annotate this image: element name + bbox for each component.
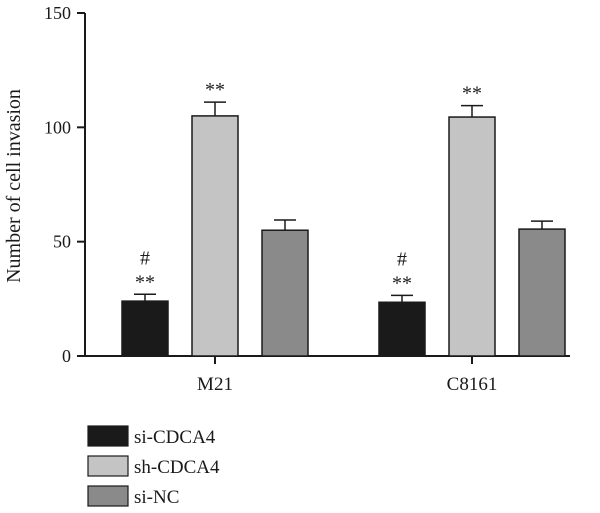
y-tick-label: 100	[44, 117, 71, 137]
bar	[121, 300, 169, 357]
legend-swatch	[87, 485, 129, 507]
y-axis-label: Number of cell invasion	[3, 89, 25, 283]
bar	[261, 229, 309, 357]
legend-label: si-CDCA4	[134, 427, 216, 448]
legend-swatch	[87, 455, 129, 477]
significance-label: #	[397, 248, 407, 270]
bar	[191, 115, 239, 357]
x-tick-label: M21	[197, 374, 233, 395]
significance-label: **	[205, 79, 225, 101]
legend-swatch	[87, 425, 129, 447]
significance-label: **	[135, 271, 155, 293]
legend: si-CDCA4 sh-CDCA4 si-NC	[87, 425, 220, 508]
significance-label: **	[462, 83, 482, 105]
y-tick-label: 150	[44, 3, 71, 23]
y-tick-label: 50	[53, 232, 71, 252]
bar	[518, 228, 566, 357]
bars: **#****#**	[121, 79, 566, 357]
significance-label: **	[392, 272, 412, 294]
bar	[378, 301, 426, 357]
x-tick-label: C8161	[447, 374, 498, 395]
legend-label: si-NC	[134, 487, 179, 508]
legend-label: sh-CDCA4	[134, 457, 220, 478]
y-tick-label: 0	[62, 346, 71, 366]
bar	[448, 116, 496, 357]
significance-label: #	[140, 247, 150, 269]
